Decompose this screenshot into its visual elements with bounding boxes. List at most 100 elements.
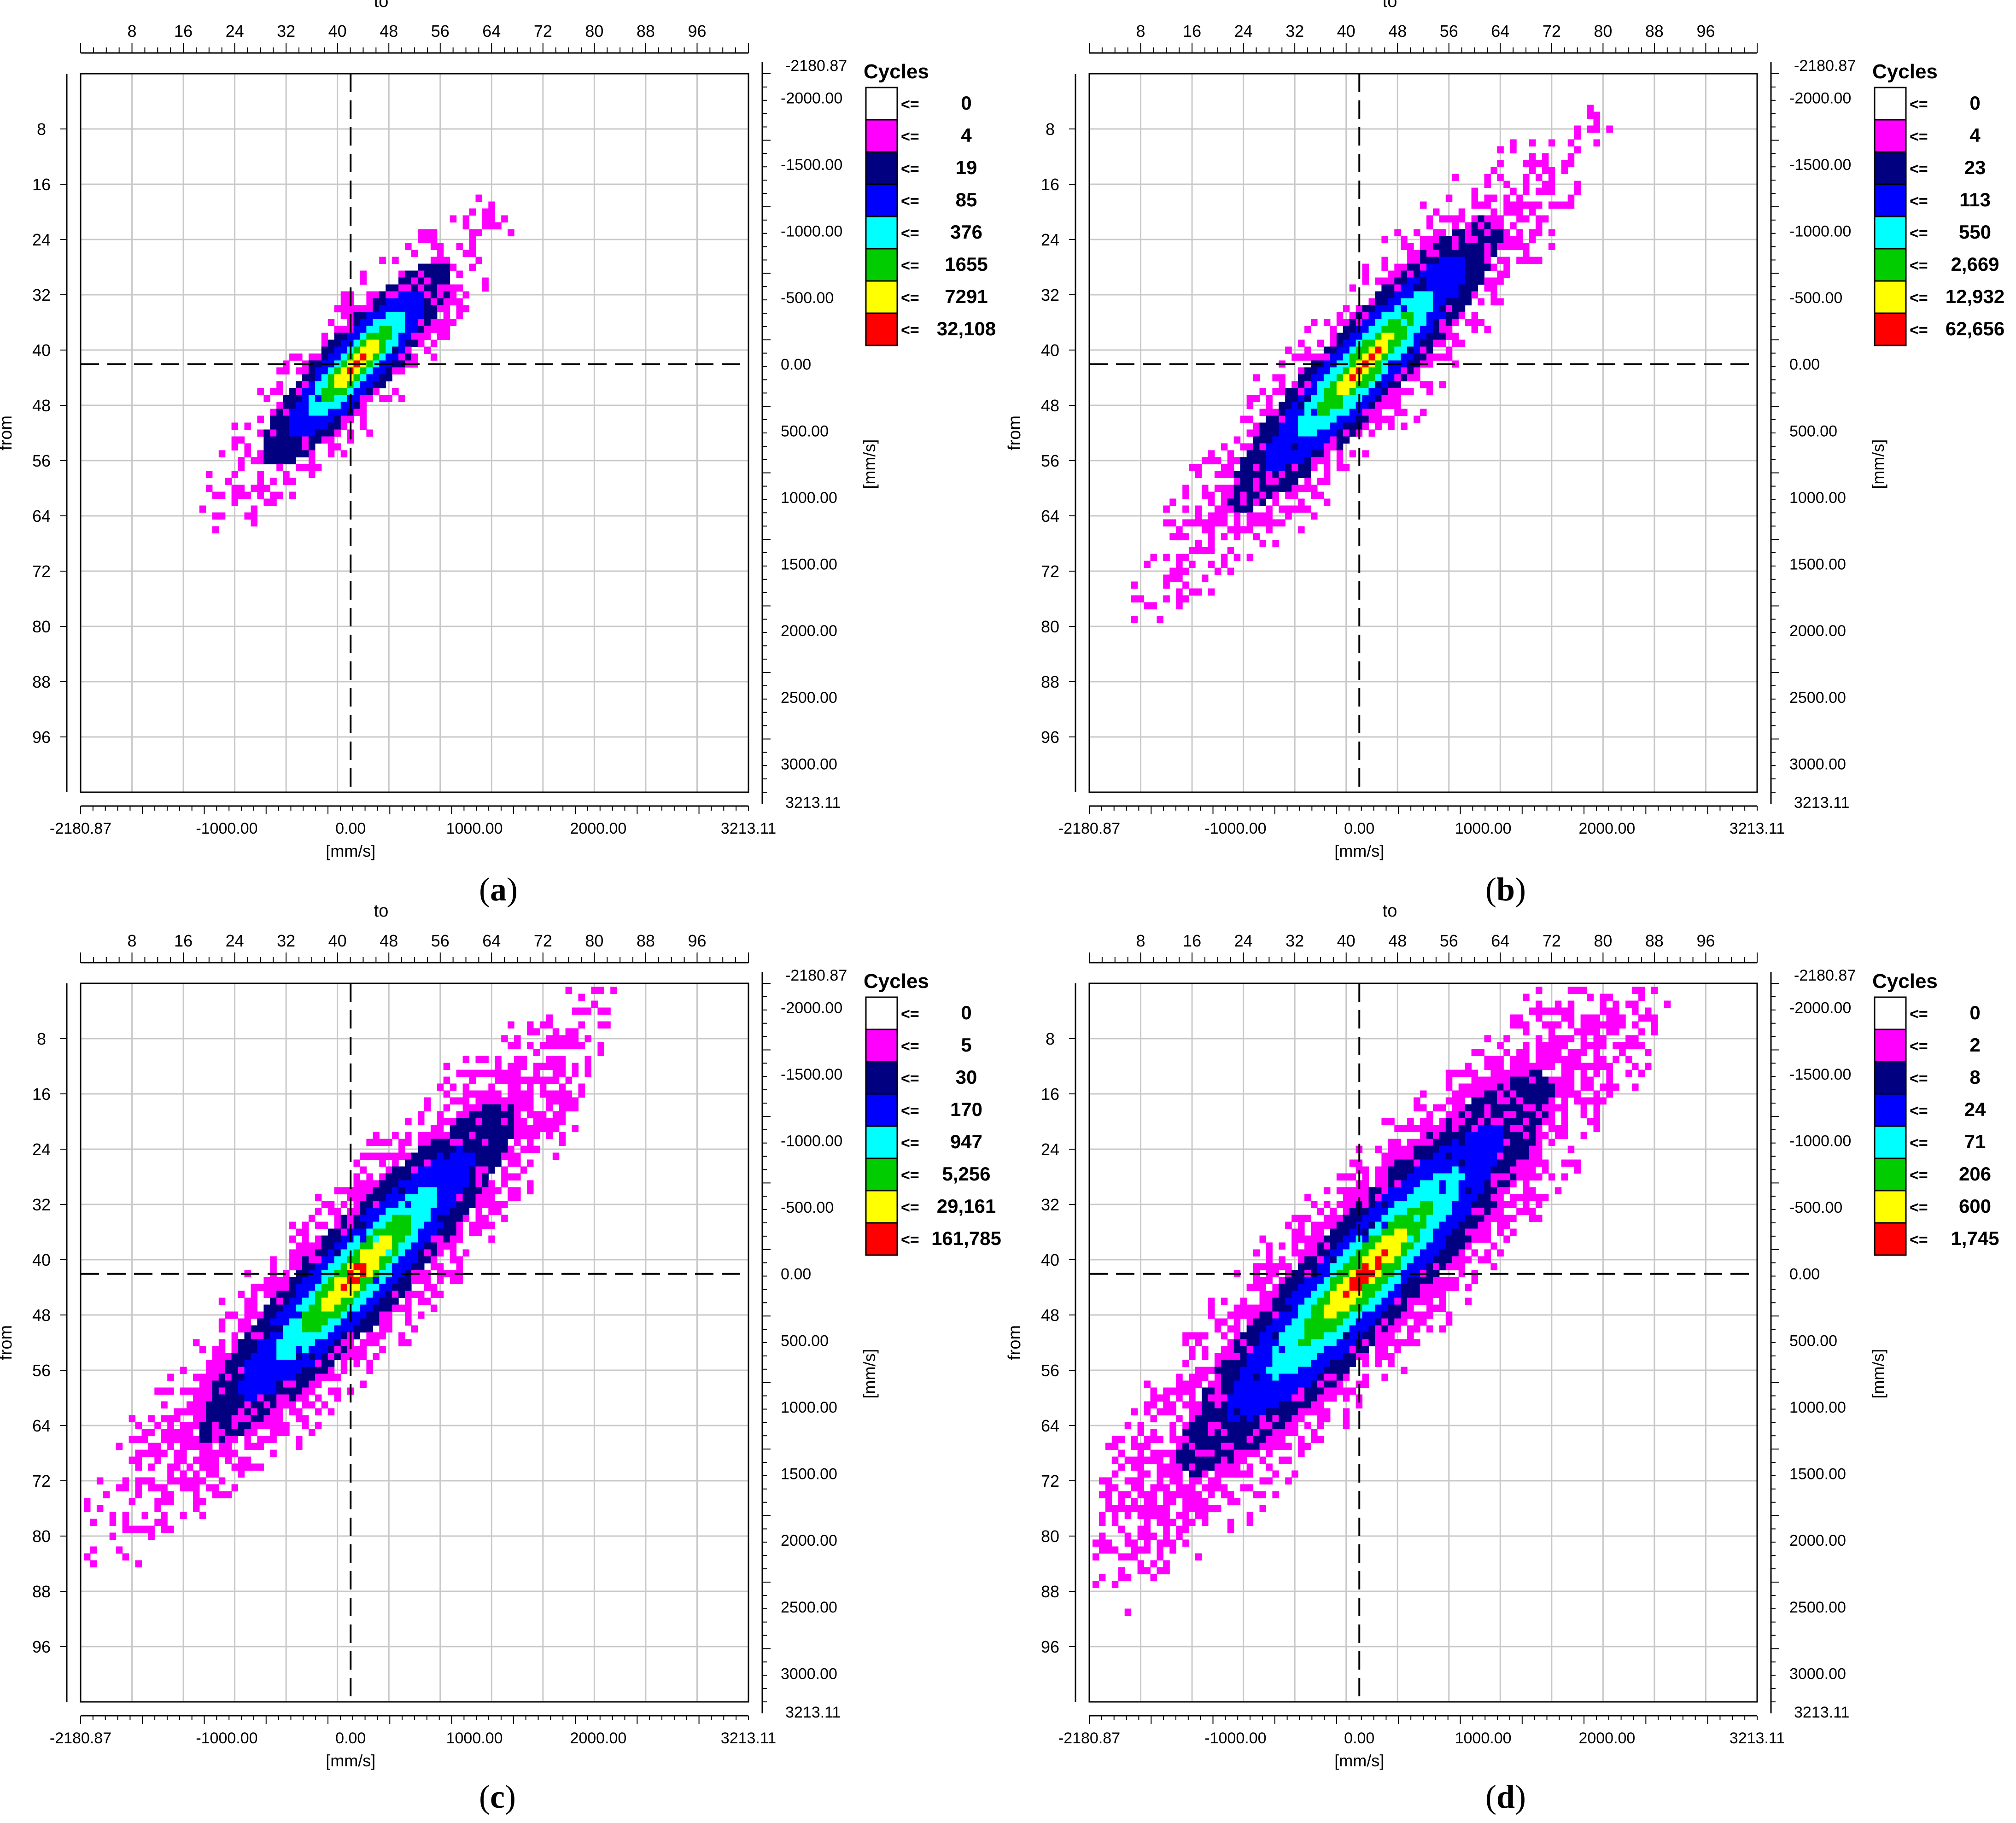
heatmap-cell [1298, 1380, 1305, 1388]
heatmap-cell [1554, 201, 1562, 209]
heatmap-cell [1169, 1422, 1176, 1430]
heatmap-cell [1279, 1429, 1286, 1437]
heatmap-cell [366, 1297, 373, 1305]
heatmap-cell [366, 1263, 373, 1271]
heatmap-cell [315, 367, 322, 375]
heatmap-cell [1323, 443, 1331, 451]
heatmap-cell [1291, 415, 1298, 423]
top-axis-tick-label: 72 [534, 22, 552, 41]
top-axis-tick-label: 8 [128, 22, 137, 41]
heatmap-cell [1349, 1235, 1356, 1243]
heatmap-cell [315, 1291, 322, 1298]
heatmap-cell [334, 1228, 341, 1236]
heatmap-cell [231, 498, 239, 506]
heatmap-cell [443, 1118, 450, 1126]
heatmap-cell [1349, 319, 1356, 327]
heatmap-cell [315, 1332, 322, 1340]
heatmap-cell [225, 1387, 232, 1395]
heatmap-cell [437, 1111, 444, 1119]
heatmap-cell [1304, 505, 1311, 513]
heatmap-cell [501, 1139, 508, 1146]
heatmap-cell [1510, 201, 1517, 209]
heatmap-cell [488, 201, 495, 209]
heatmap-cell [353, 319, 360, 327]
heatmap-cell [1221, 561, 1228, 568]
heatmap-cell [424, 277, 431, 285]
heatmap-cell [193, 1422, 200, 1430]
heatmap-cell [1349, 1263, 1356, 1271]
heatmap-cell [251, 1429, 257, 1437]
heatmap-cell [1478, 270, 1484, 278]
heatmap-cell [373, 1339, 380, 1347]
heatmap-cell [360, 422, 367, 430]
heatmap-cell [270, 1380, 277, 1388]
heatmap-cell [520, 1090, 527, 1098]
heatmap-cell [1362, 402, 1369, 409]
heatmap-cell [1137, 1443, 1145, 1450]
heatmap-cell [392, 1242, 399, 1250]
heatmap-cell [1233, 1304, 1241, 1312]
top-axis-tick-label: 24 [1234, 22, 1253, 41]
heatmap-cell [482, 277, 489, 285]
heatmap-cell [1490, 167, 1497, 175]
heatmap-cell [1317, 1436, 1324, 1443]
heatmap-cell [84, 1505, 91, 1513]
heatmap-cell [1317, 1339, 1324, 1347]
heatmap-cell [174, 1456, 181, 1464]
heatmap-cell [360, 1346, 367, 1354]
heatmap-cell [1516, 243, 1523, 251]
heatmap-cell [1227, 464, 1234, 472]
heatmap-cell [1388, 305, 1395, 313]
left-axis-tick-label: 48 [32, 396, 51, 415]
heatmap-cell [475, 1166, 482, 1174]
heatmap-cell [1233, 554, 1241, 561]
heatmap-cell [418, 1228, 425, 1236]
heatmap-cell [270, 1332, 277, 1340]
heatmap-cell [296, 1367, 303, 1374]
heatmap-cell [1375, 1304, 1382, 1312]
heatmap-cell [495, 1090, 502, 1098]
heatmap-cell [321, 1401, 328, 1409]
heatmap-cell [1214, 1373, 1221, 1381]
heatmap-cell [379, 1291, 386, 1298]
heatmap-cell [1362, 333, 1369, 340]
heatmap-cell [212, 1401, 219, 1409]
heatmap-cell [167, 1436, 174, 1443]
heatmap-cell [334, 1215, 341, 1222]
heatmap-cell [218, 1318, 226, 1326]
heatmap-cell [1233, 1436, 1241, 1443]
heatmap-cell [1381, 1284, 1388, 1291]
heatmap-cell [334, 326, 341, 333]
heatmap-cell [411, 339, 418, 347]
heatmap-cell [1548, 229, 1555, 237]
heatmap-cell [244, 1443, 251, 1450]
heatmap-cell [1221, 1332, 1228, 1340]
heatmap-cell [231, 1422, 239, 1430]
heatmap-cell [193, 1470, 200, 1478]
heatmap-cell [405, 1235, 412, 1243]
heatmap-cell [263, 1353, 270, 1361]
heatmap-cell [1336, 388, 1344, 396]
heatmap-cell [1272, 1380, 1279, 1388]
heatmap-cell [309, 409, 316, 416]
heatmap-cell [1272, 1373, 1279, 1381]
heatmap-cell [283, 1346, 290, 1354]
heatmap-cell [1304, 346, 1311, 354]
heatmap-cell [411, 1235, 418, 1243]
heatmap-cell [1388, 367, 1395, 375]
heatmap-cell [302, 422, 309, 430]
heatmap-cell [340, 1297, 348, 1305]
heatmap-cell [1317, 1387, 1324, 1395]
heatmap-cell [1388, 422, 1395, 430]
heatmap-cell [1330, 422, 1337, 430]
heatmap-cell [1330, 1373, 1337, 1381]
heatmap-cell [373, 1318, 380, 1326]
heatmap-cell [1144, 1456, 1151, 1464]
heatmap-cell [1368, 319, 1375, 327]
heatmap-cell [443, 277, 450, 285]
heatmap-cell [1150, 1484, 1157, 1492]
heatmap-cell [1291, 443, 1298, 451]
heatmap-cell [527, 1021, 534, 1029]
heatmap-cell [1169, 1436, 1176, 1443]
heatmap-cell [1458, 215, 1466, 223]
